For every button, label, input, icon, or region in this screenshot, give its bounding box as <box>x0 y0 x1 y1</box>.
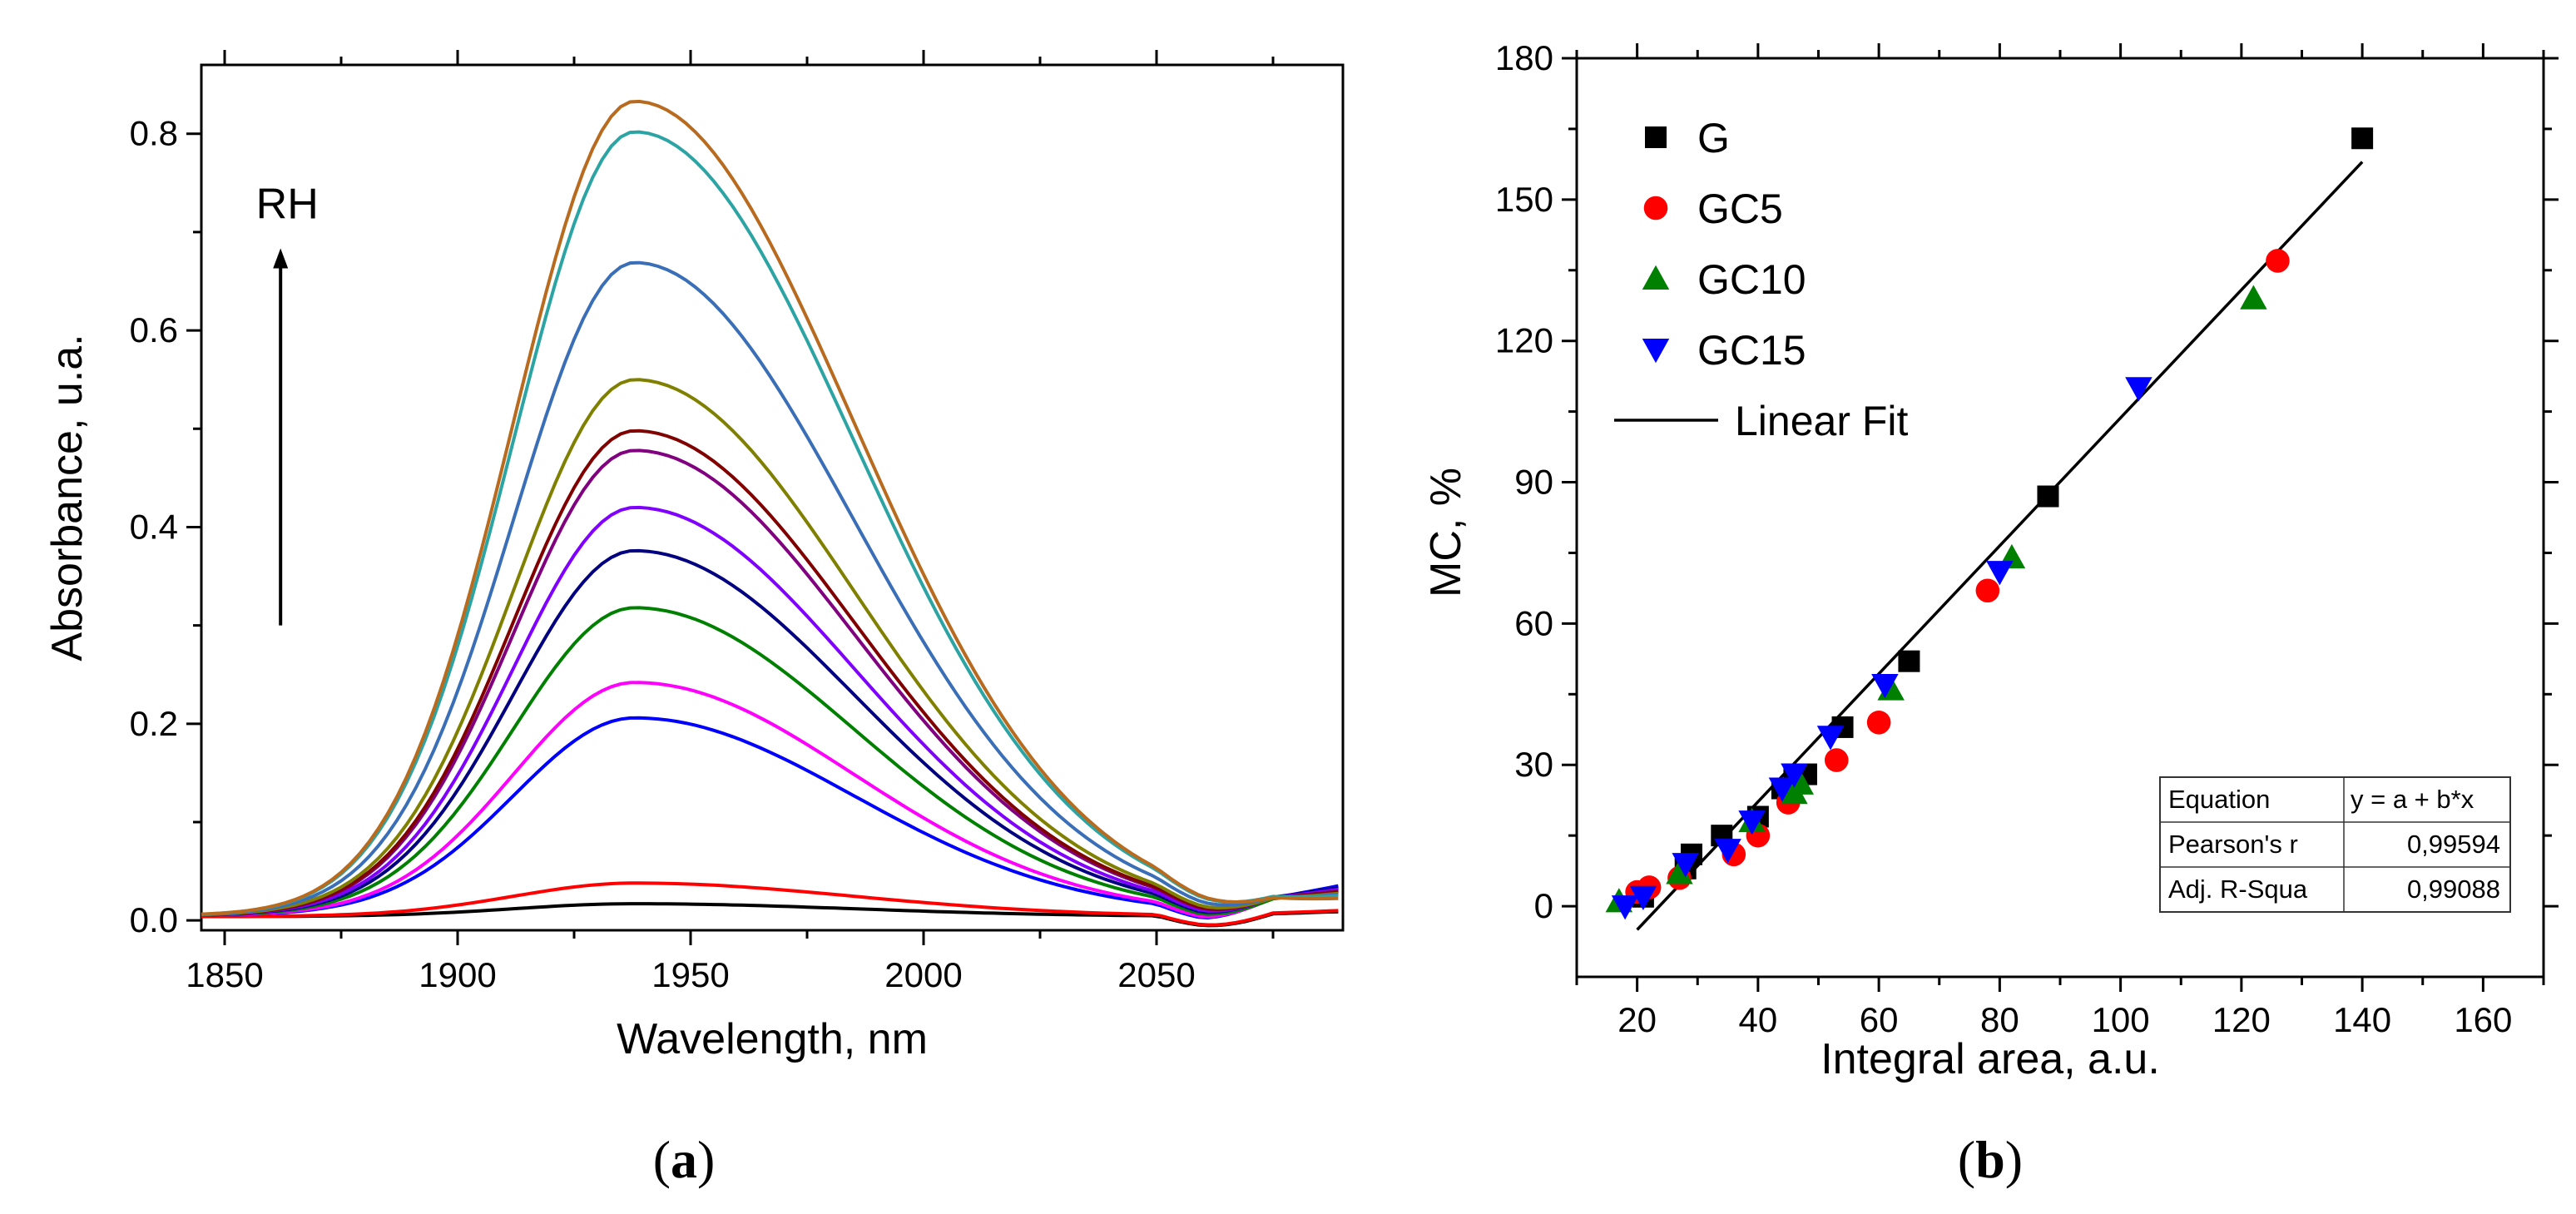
stats-value: 0,99088 <box>2407 875 2500 904</box>
point-g <box>2037 485 2059 508</box>
x-tick-label-a: 2050 <box>1117 955 1195 994</box>
x-axis-a-title: Wavelength, nm <box>617 1015 928 1063</box>
legend-label-gc5: GC5 <box>1697 186 1783 232</box>
point-gc5 <box>1975 578 2000 603</box>
y-tick-label-a: 0.4 <box>130 507 178 546</box>
legend-label-gc10: GC10 <box>1697 256 1806 303</box>
stats-key: Equation <box>2168 785 2270 814</box>
spectrum-navy <box>201 548 1339 917</box>
stats-table-frame <box>2159 776 2511 913</box>
legend: G GC5 GC10 GC15 Linear Fit <box>1614 115 1909 444</box>
legend-marker-gc15 <box>1642 339 1670 364</box>
x-axis-a-ticks: 1850 1900 1950 2000 2050 <box>186 50 1275 994</box>
point-gc15 <box>1871 673 1899 699</box>
point-gc15 <box>1768 777 1796 802</box>
point-gc15 <box>1986 561 2014 586</box>
point-gc10 <box>1786 770 1814 795</box>
point-gc15 <box>1816 726 1845 751</box>
panel-a-chart: 0.00.20.40.60.8 1850 1900 1950 2000 2050 RH … <box>43 50 1345 1189</box>
panel-b-letter: b <box>1975 1130 2005 1189</box>
y-tick-label-a: 0.6 <box>130 310 178 349</box>
y-tick-label-b: 150 <box>1495 180 1553 219</box>
stats-value: 0,99594 <box>2407 830 2500 859</box>
x-tick-label-b: 160 <box>2454 1000 2512 1039</box>
stats-key: Adj. R-Squa <box>2168 875 2308 904</box>
y-axis-b-ticks: 0 30 60 90 120 150 180 <box>1495 38 2559 925</box>
y-axis-b-title: MC, % <box>1422 468 1470 597</box>
linear-fit <box>1636 161 2364 931</box>
spectrum-maroon <box>201 429 1339 917</box>
spectrum-brown <box>201 99 1339 916</box>
x-tick-label-b: 20 <box>1617 1000 1657 1039</box>
point-gc15 <box>1738 810 1766 835</box>
point-gc15 <box>1629 885 1657 911</box>
x-tick-label-b: 60 <box>1860 1000 1899 1039</box>
y-tick-label-b: 90 <box>1514 463 1553 502</box>
legend-marker-gc10 <box>1642 265 1670 290</box>
linear-fit-line <box>1636 161 2364 931</box>
x-tick-label-a: 1950 <box>651 955 729 994</box>
x-axis-b-title: Integral area, a.u. <box>1821 1035 2160 1083</box>
y-tick-label-b: 60 <box>1514 603 1553 642</box>
x-tick-label-a: 2000 <box>884 955 962 994</box>
legend-label-g: G <box>1697 115 1730 161</box>
panel-b-label: (b) <box>1958 1130 2023 1189</box>
y-axis-a-title: Absorbance, u.a. <box>43 334 92 661</box>
legend-label-gc15: GC15 <box>1697 327 1806 374</box>
spectrum-red <box>201 881 1339 927</box>
point-g <box>1898 650 1920 672</box>
y-tick-label-b: 120 <box>1495 321 1553 360</box>
legend-marker-g <box>1645 126 1667 148</box>
x-tick-label-b: 100 <box>2092 1000 2150 1039</box>
point-gc5 <box>2266 249 2290 273</box>
spectrum-magenta <box>201 681 1339 919</box>
stats-value: y = a + b*x <box>2351 785 2474 814</box>
spectrum-purple <box>201 448 1339 917</box>
y-tick-label-b: 30 <box>1514 745 1553 784</box>
point-gc15 <box>1611 895 1639 920</box>
spectrum-violet <box>201 505 1339 917</box>
x-tick-label-a: 1850 <box>186 955 263 994</box>
spectrum-olive <box>201 378 1339 917</box>
point-gc5 <box>1824 748 1849 772</box>
y-tick-label-b: 0 <box>1534 886 1553 925</box>
x-tick-label-b: 40 <box>1739 1000 1778 1039</box>
spectrum-green <box>201 606 1339 917</box>
x-tick-label-b: 140 <box>2333 1000 2391 1039</box>
x-axis-b-ticks: 20 40 60 80 100 120 140 160 <box>1575 43 2545 1039</box>
spectrum-blue <box>201 716 1339 920</box>
panel-a-letter: a <box>671 1130 697 1189</box>
point-gc10 <box>1666 860 1693 884</box>
stats-table: Equation y = a + b*x Pearson's r 0,99594 Adj… <box>2159 776 2511 913</box>
rh-annotation: RH <box>256 181 319 626</box>
spectrum-steelblue <box>201 260 1339 916</box>
point-gc10 <box>2240 285 2267 310</box>
rh-label: RH <box>256 181 319 229</box>
point-gc15 <box>1672 853 1699 878</box>
spectra-lines <box>201 99 1339 928</box>
point-g <box>2351 127 2374 150</box>
rh-arrow-head <box>273 248 289 269</box>
y-tick-label-a: 0.2 <box>130 704 178 743</box>
y-tick-label-a: 0.0 <box>130 900 178 939</box>
y-axis-a-ticks: 0.0 0.2 0.4 0.6 0.8 <box>130 114 201 939</box>
legend-label-fit: Linear Fit <box>1735 398 1909 444</box>
x-tick-label-a: 1900 <box>419 955 496 994</box>
y-tick-label-a: 0.8 <box>130 114 178 153</box>
point-gc15 <box>1781 763 1808 788</box>
point-gc15 <box>1714 839 1741 864</box>
stats-key: Pearson's r <box>2168 830 2298 859</box>
point-gc15 <box>2125 377 2152 402</box>
legend-marker-gc5 <box>1643 196 1668 221</box>
x-tick-label-b: 80 <box>1980 1000 2019 1039</box>
point-gc5 <box>1866 710 1891 735</box>
panel-a-label: (a) <box>653 1130 716 1189</box>
scatter-points <box>1605 127 2374 920</box>
spectrum-teal <box>201 130 1339 916</box>
y-tick-label-b: 180 <box>1495 38 1553 77</box>
plot-a-frame <box>200 63 1345 932</box>
x-tick-label-b: 120 <box>2212 1000 2271 1039</box>
